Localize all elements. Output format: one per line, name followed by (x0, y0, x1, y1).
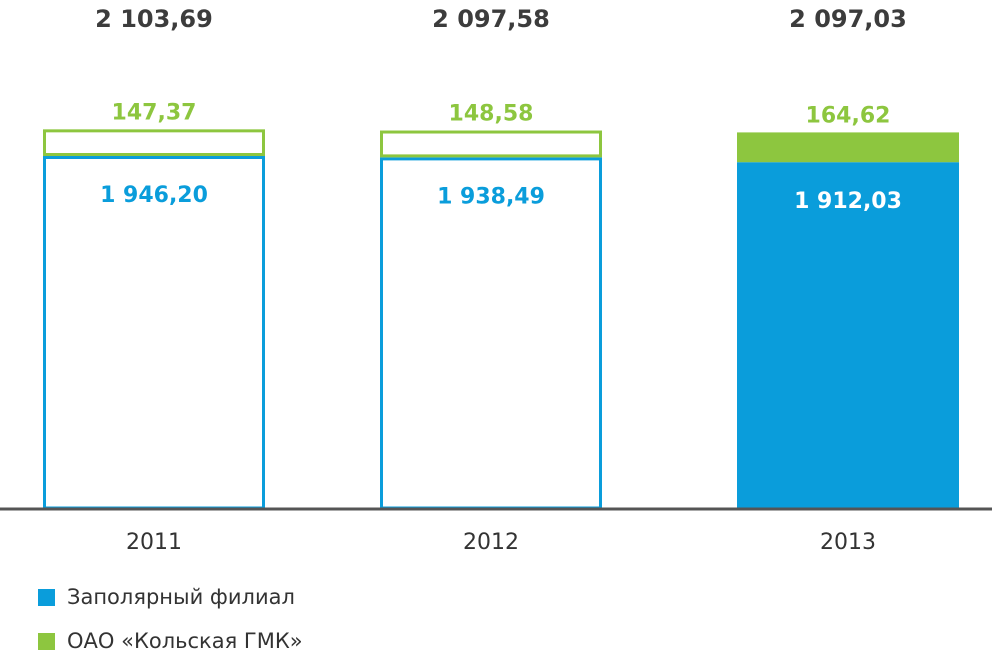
bar-kola-gmk-2012 (380, 130, 602, 158)
bar-kola-gmk-2013 (737, 132, 959, 163)
bars-layer (43, 129, 959, 510)
total-label-2013: 2 097,03 (789, 5, 907, 33)
x-tick-label-2012: 2012 (463, 530, 519, 555)
value-label-kola-gmk-2012: 148,58 (449, 102, 534, 127)
bar-zapolyarny-2011 (43, 156, 265, 510)
value-label-kola-gmk-2011: 147,37 (112, 100, 197, 125)
value-label-zapolyarny-2011: 1 946,20 (100, 183, 208, 208)
bar-chart: 1 946,20 147,37 2 103,69 2011 1 938,49 148,58… (0, 5, 992, 555)
legend-item-kola-gmk: ОАО «Кольская ГМК» (38, 629, 303, 653)
legend-swatch-zapolyarny (38, 588, 55, 606)
total-label-2012: 2 097,58 (432, 5, 550, 33)
value-label-zapolyarny-2013: 1 912,03 (794, 189, 902, 214)
total-label-2011: 2 103,69 (95, 5, 213, 33)
bar-zapolyarny-2012 (380, 157, 602, 510)
labels-layer: 1 946,20 147,37 2 103,69 2011 1 938,49 148,58… (95, 5, 907, 555)
value-label-zapolyarny-2012: 1 938,49 (437, 184, 545, 209)
bar-kola-gmk-2011 (43, 129, 265, 157)
legend-item-zapolyarny: Заполярный филиал (38, 585, 295, 609)
legend-label-kola-gmk: ОАО «Кольская ГМК» (67, 629, 303, 653)
x-tick-label-2011: 2011 (126, 530, 182, 555)
value-label-kola-gmk-2013: 164,62 (806, 103, 891, 128)
legend-swatch-kola-gmk (38, 632, 55, 650)
bar-zapolyarny-2013 (737, 162, 959, 508)
x-tick-label-2013: 2013 (820, 530, 876, 555)
legend-label-zapolyarny: Заполярный филиал (67, 585, 295, 609)
